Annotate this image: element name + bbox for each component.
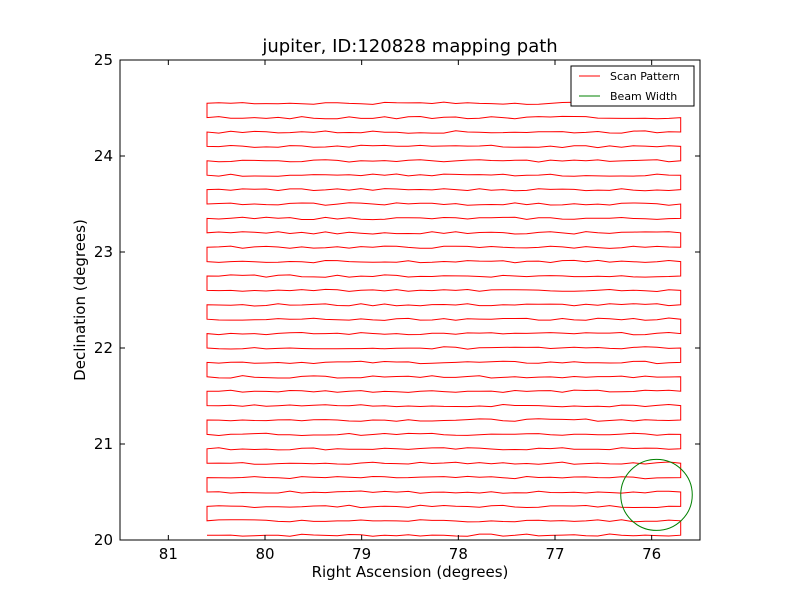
chart-title: jupiter, ID:120828 mapping path	[261, 36, 557, 57]
y-tick-label: 24	[94, 147, 113, 165]
legend-label-beam: Beam Width	[610, 90, 677, 103]
x-tick-label: 76	[642, 545, 661, 563]
plot-area	[206, 101, 693, 537]
y-tick-label: 25	[94, 51, 113, 69]
beam-width-circle	[620, 458, 693, 531]
y-tick-label: 20	[94, 531, 113, 549]
x-axis-label: Right Ascension (degrees)	[312, 563, 509, 581]
x-tick-label: 77	[545, 545, 564, 563]
scan-pattern-series	[206, 101, 682, 537]
x-tick-label: 78	[449, 545, 468, 563]
y-tick-label: 22	[94, 339, 113, 357]
beam-width-series	[620, 458, 693, 531]
legend-label-scan: Scan Pattern	[610, 70, 680, 83]
y-tick-label: 21	[94, 435, 113, 453]
y-tick-label: 23	[94, 243, 113, 261]
x-axis: 81 80 79 78 77 76	[159, 60, 661, 563]
plot-frame	[119, 59, 701, 541]
legend-box	[570, 65, 695, 107]
x-tick-label: 80	[255, 545, 274, 563]
y-axis: 20 21 22 23 24 25	[94, 51, 700, 549]
y-axis-label: Declination (degrees)	[71, 219, 89, 381]
legend: Scan Pattern Beam Width	[570, 65, 695, 107]
x-tick-label: 81	[159, 545, 178, 563]
scan-pattern-line	[206, 101, 682, 537]
x-tick-label: 79	[352, 545, 371, 563]
